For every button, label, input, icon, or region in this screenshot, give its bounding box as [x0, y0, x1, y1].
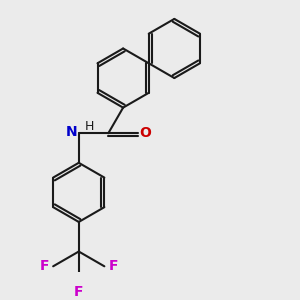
Text: F: F [40, 259, 49, 273]
Text: N: N [66, 125, 77, 139]
Text: F: F [108, 259, 118, 273]
Text: F: F [74, 285, 83, 299]
Text: O: O [139, 126, 151, 140]
Text: H: H [85, 120, 94, 133]
